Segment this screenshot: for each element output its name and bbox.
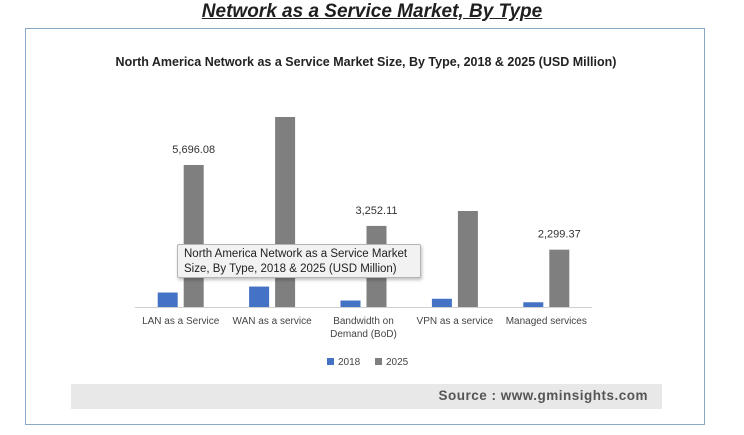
legend-swatch-2018 (327, 358, 334, 365)
bar-2018-3 (431, 298, 452, 307)
x-tick-label-2: Bandwidth on Demand (BoD) (330, 316, 397, 340)
bar-2018-0 (157, 292, 178, 307)
bar-2018-1 (249, 286, 270, 307)
chart-frame: North America Network as a Service Marke… (25, 28, 705, 425)
bar-chart: LAN as a Service WAN as a service Bandwidt… (135, 116, 592, 368)
bar-2025-1 (275, 116, 296, 307)
chart-title: North America Network as a Service Marke… (115, 55, 617, 69)
bar-2025-3 (457, 211, 478, 307)
legend-label-2025: 2025 (386, 357, 409, 368)
bar-2025-0 (183, 164, 204, 307)
x-tick-label-3: VPN as a service (417, 316, 494, 327)
legend-swatch-2025 (375, 358, 382, 365)
x-tick-label-1: WAN as a service (233, 316, 313, 327)
data-label-1: 3,252.11 (355, 205, 397, 217)
bar-2018-4 (523, 302, 544, 307)
bar-2018-2 (340, 300, 361, 307)
x-tick-label-0: LAN as a Service (142, 316, 220, 327)
legend-label-2018: 2018 (338, 357, 361, 368)
data-label-0: 5,696.08 (172, 144, 215, 156)
source-text: Source : www.gminsights.com (438, 388, 648, 403)
page-title: Network as a Service Market, By Type (201, 1, 543, 22)
chart-tooltip: North America Network as a Service Marke… (177, 244, 421, 278)
x-tick-label-4: Managed services (506, 316, 587, 327)
bar-2025-4 (549, 249, 570, 307)
data-label-2: 2,299.37 (538, 229, 581, 241)
source-bar: Source : www.gminsights.com (71, 384, 662, 409)
